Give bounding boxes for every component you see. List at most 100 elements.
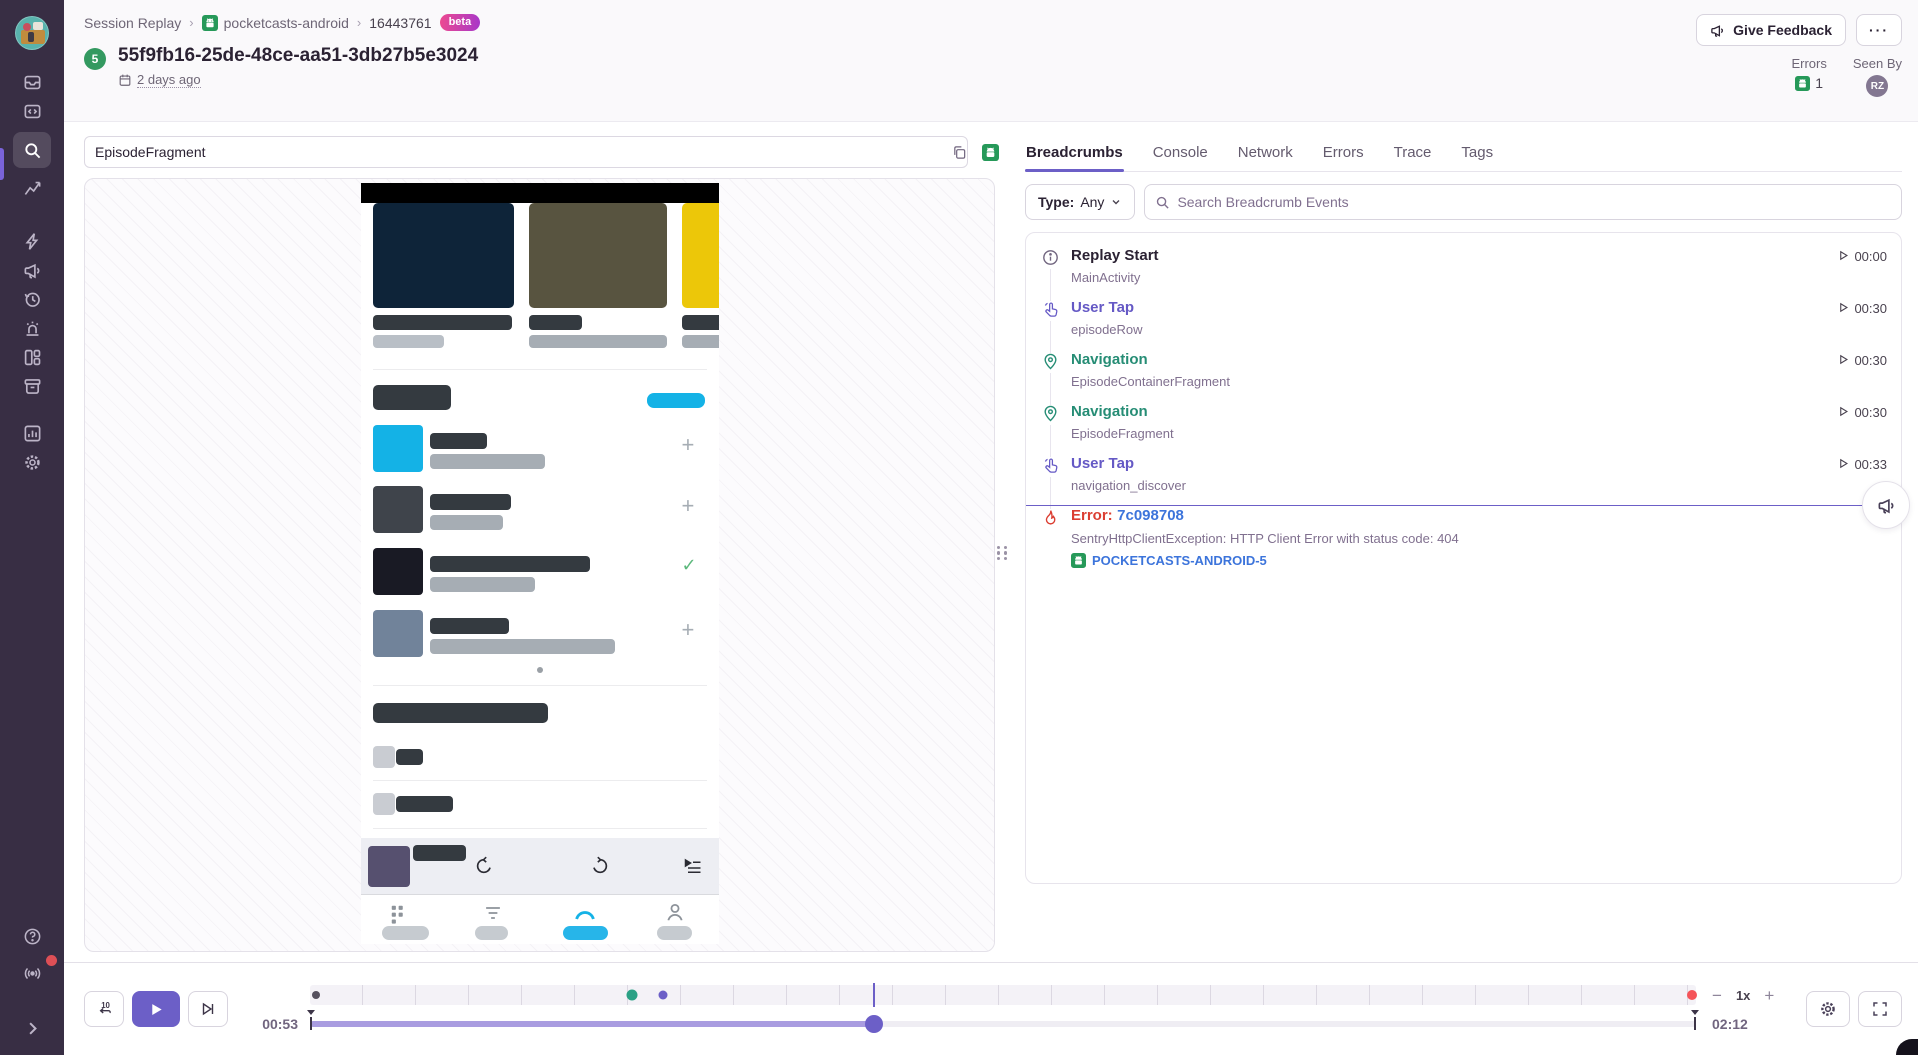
feedback-float-button[interactable] bbox=[1862, 481, 1910, 529]
plus-icon: + bbox=[681, 432, 695, 457]
event-timestamp[interactable]: 00:30 bbox=[1838, 353, 1887, 401]
android-platform-icon bbox=[1795, 75, 1811, 91]
projects-icon[interactable] bbox=[13, 97, 51, 126]
event-subtitle: EpisodeContainerFragment bbox=[1071, 374, 1230, 389]
play-icon bbox=[1840, 354, 1849, 365]
alerts-siren-icon[interactable] bbox=[13, 314, 51, 343]
whats-new-broadcast-icon[interactable] bbox=[13, 955, 57, 988]
event-subtitle: episodeRow bbox=[1071, 322, 1143, 337]
issues-icon[interactable] bbox=[13, 68, 51, 97]
fullscreen-button[interactable] bbox=[1858, 991, 1902, 1027]
redacted-thumbnail bbox=[372, 610, 423, 657]
replay-viewport[interactable]: + + ✓ + bbox=[84, 178, 995, 952]
breadcrumb-search-input[interactable] bbox=[1177, 194, 1891, 210]
type-filter-label: Type: bbox=[1038, 194, 1075, 210]
breadcrumb-row-navigation[interactable]: Navigation EpisodeFragment 00:30 bbox=[1026, 401, 1901, 467]
redacted-text bbox=[528, 315, 582, 330]
plus-icon: + bbox=[681, 493, 695, 518]
timeline-marker-tap[interactable] bbox=[658, 990, 668, 1000]
org-avatar[interactable] bbox=[15, 16, 49, 50]
timeline-marker-nav[interactable] bbox=[626, 989, 638, 1001]
settings-gear-icon[interactable] bbox=[13, 448, 51, 477]
pane-resize-handle[interactable] bbox=[995, 542, 1009, 564]
redacted-heading bbox=[372, 703, 548, 723]
errors-meta: Errors 1 bbox=[1791, 56, 1826, 97]
page-header: Session Replay › pocketcasts-android › 1… bbox=[64, 0, 1918, 122]
crons-clock-icon[interactable] bbox=[13, 285, 51, 314]
event-title: User Tap bbox=[1071, 299, 1135, 316]
breadcrumb-project[interactable]: pocketcasts-android bbox=[201, 14, 349, 31]
player-settings-button[interactable] bbox=[1806, 991, 1850, 1027]
expand-sidebar-chevron-icon[interactable] bbox=[13, 1014, 51, 1043]
breadcrumb-row-user-tap[interactable]: User Tap episodeRow 00:30 bbox=[1026, 297, 1901, 363]
zoom-out-icon[interactable]: − bbox=[1712, 985, 1722, 1005]
android-project-icon bbox=[201, 14, 218, 31]
tab-errors[interactable]: Errors bbox=[1322, 144, 1364, 161]
breadcrumb-row-replay-start[interactable]: Replay Start MainActivity 00:00 bbox=[1026, 245, 1901, 311]
tab-breadcrumbs[interactable]: Breadcrumbs bbox=[1025, 138, 1124, 172]
nav-podcasts-icon bbox=[391, 905, 403, 924]
tab-console[interactable]: Console bbox=[1152, 144, 1208, 161]
tab-tags[interactable]: Tags bbox=[1461, 144, 1494, 161]
breadcrumb-row-error[interactable]: Error: 7c098708 SentryHttpClientExceptio… bbox=[1026, 481, 1910, 589]
breadcrumb-row-navigation[interactable]: Navigation EpisodeContainerFragment 00:3… bbox=[1026, 349, 1901, 415]
insights-chart-icon[interactable] bbox=[13, 174, 51, 203]
replay-timestamp[interactable]: 2 days ago bbox=[137, 72, 201, 88]
redacted-card bbox=[528, 203, 667, 308]
tab-trace[interactable]: Trace bbox=[1393, 144, 1432, 161]
releases-archive-icon[interactable] bbox=[13, 372, 51, 401]
undo-icon bbox=[476, 856, 491, 874]
seek-range-start-marker bbox=[307, 1010, 315, 1030]
breadcrumb-row-user-tap[interactable]: User Tap navigation_discover 00:33 bbox=[1026, 453, 1901, 519]
nav-profile-icon bbox=[667, 903, 682, 921]
errors-count[interactable]: 1 bbox=[1815, 75, 1824, 91]
explore-search-icon[interactable] bbox=[13, 132, 51, 168]
current-screen-input[interactable] bbox=[84, 136, 968, 168]
redacted-text bbox=[681, 315, 719, 330]
zoom-in-icon[interactable]: + bbox=[1764, 985, 1775, 1005]
errors-label: Errors bbox=[1791, 56, 1827, 71]
tab-network[interactable]: Network bbox=[1237, 144, 1293, 161]
stats-icon[interactable] bbox=[13, 419, 51, 448]
dashboards-icon[interactable] bbox=[13, 343, 51, 372]
type-filter-dropdown[interactable]: Type: Any bbox=[1025, 184, 1136, 220]
timeline-marker-error[interactable] bbox=[1686, 990, 1697, 1000]
timeline-overview[interactable] bbox=[310, 983, 1697, 1007]
floating-widget-corner bbox=[1896, 1039, 1918, 1055]
seek-handle[interactable] bbox=[865, 1015, 884, 1033]
breadcrumb-replay-id[interactable]: 16443761 bbox=[369, 14, 432, 31]
replay-count-badge: 5 bbox=[84, 48, 106, 70]
seek-bar[interactable] bbox=[307, 1010, 1699, 1033]
playback-speed[interactable]: 1x bbox=[1735, 987, 1751, 1003]
copy-icon[interactable] bbox=[946, 139, 972, 165]
performance-lightning-icon[interactable] bbox=[13, 227, 51, 256]
event-time-label: 00:30 bbox=[1854, 353, 1887, 368]
event-timestamp[interactable]: 00:00 bbox=[1838, 249, 1887, 297]
help-icon[interactable] bbox=[13, 922, 51, 951]
event-timestamp[interactable]: 00:33 bbox=[1838, 457, 1887, 505]
event-timestamp[interactable]: 00:30 bbox=[1838, 405, 1887, 453]
calendar-icon bbox=[119, 74, 131, 86]
event-time-label: 00:30 bbox=[1854, 301, 1887, 316]
redacted-text bbox=[429, 515, 503, 530]
more-options-button[interactable]: ··· bbox=[1856, 14, 1902, 46]
timeline-marker-start[interactable] bbox=[311, 991, 320, 999]
give-feedback-button[interactable]: Give Feedback bbox=[1696, 14, 1846, 46]
total-time-label: 02:12 bbox=[1712, 1016, 1748, 1032]
error-issue-link[interactable]: POCKETCASTS-ANDROID-5 bbox=[1071, 553, 1876, 568]
current-time-indicator bbox=[1026, 505, 1901, 506]
play-button[interactable] bbox=[132, 991, 180, 1027]
redacted-text bbox=[395, 796, 453, 812]
android-platform-icon bbox=[982, 143, 999, 161]
event-time-label: 00:30 bbox=[1854, 405, 1887, 420]
feedback-megaphone-icon[interactable] bbox=[13, 256, 51, 285]
skip-to-end-button[interactable] bbox=[188, 991, 228, 1027]
error-id-link[interactable]: 7c098708 bbox=[1117, 507, 1184, 524]
event-subtitle: EpisodeFragment bbox=[1071, 426, 1174, 441]
event-timestamp[interactable]: 00:30 bbox=[1838, 301, 1887, 349]
org-avatar-art bbox=[23, 23, 31, 31]
breadcrumb-section[interactable]: Session Replay bbox=[84, 14, 182, 31]
redacted-card bbox=[681, 203, 719, 308]
rewind-10-button[interactable]: 10 bbox=[84, 991, 124, 1027]
seek-progress bbox=[310, 1021, 875, 1027]
